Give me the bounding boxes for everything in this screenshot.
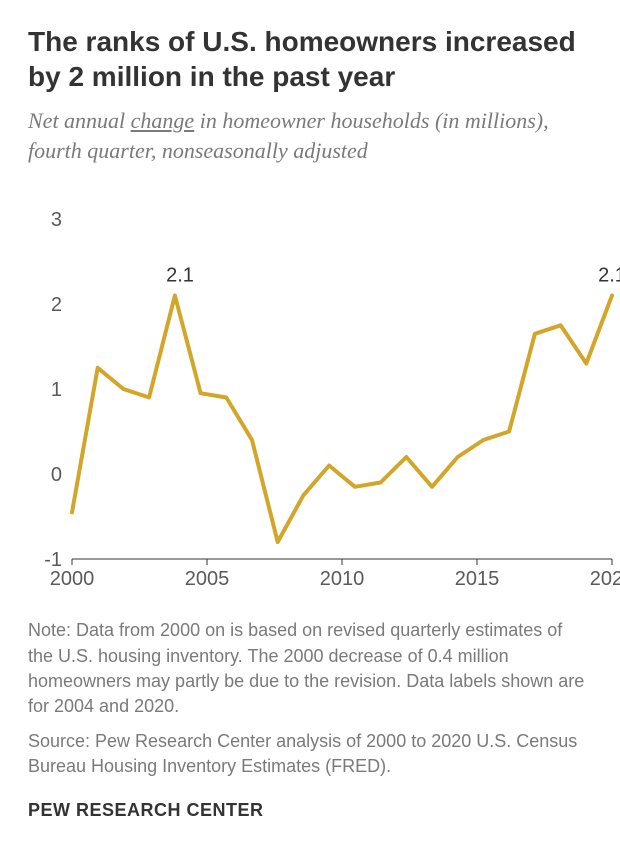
data-label: 2.1 — [166, 265, 194, 287]
chart-note: Note: Data from 2000 on is based on revi… — [28, 618, 592, 719]
subtitle-underline: change — [131, 108, 195, 133]
x-tick-label: 2005 — [185, 568, 230, 590]
chart-svg: -10123200020052010201520202.12.1 — [28, 189, 620, 591]
y-tick-label: 3 — [51, 209, 62, 231]
footer-attribution: PEW RESEARCH CENTER — [28, 800, 592, 821]
x-tick-label: 2015 — [455, 568, 500, 590]
x-tick-label: 2020 — [590, 568, 620, 590]
y-tick-label: 2 — [51, 294, 62, 316]
data-line — [72, 296, 612, 543]
x-tick-label: 2000 — [50, 568, 95, 590]
line-chart: -10123200020052010201520202.12.1 — [28, 189, 592, 596]
x-tick-label: 2010 — [320, 568, 365, 590]
data-label: 2.1 — [598, 265, 620, 287]
subtitle-pre: Net annual — [28, 108, 131, 133]
chart-title: The ranks of U.S. homeowners increased b… — [28, 24, 592, 94]
chart-source: Source: Pew Research Center analysis of … — [28, 729, 592, 779]
y-tick-label: 0 — [51, 464, 62, 486]
chart-subtitle: Net annual change in homeowner household… — [28, 106, 592, 165]
y-tick-label: 1 — [51, 379, 62, 401]
